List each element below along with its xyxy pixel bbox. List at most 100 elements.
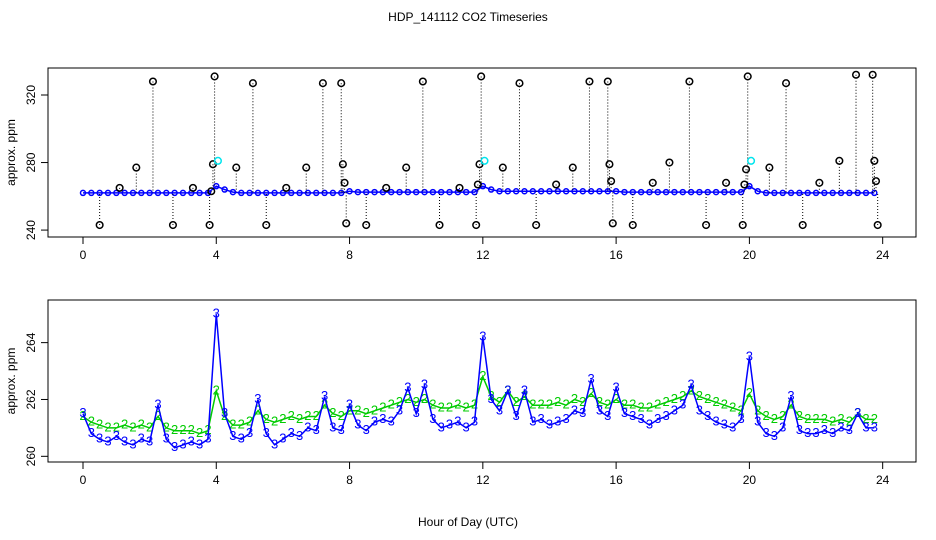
- data-point: [104, 189, 112, 197]
- data-marker: 3: [113, 428, 120, 443]
- data-point: [304, 189, 312, 197]
- data-point: [129, 189, 137, 197]
- x-axis-label: Hour of Day (UTC): [418, 515, 518, 529]
- data-marker: 3: [654, 411, 661, 426]
- data-point: [571, 187, 578, 195]
- data-point: [781, 79, 791, 88]
- data-point: [229, 188, 237, 196]
- data-marker: 2: [629, 397, 636, 412]
- data-point: [477, 72, 486, 81]
- data-point: [621, 188, 628, 196]
- data-marker: 2: [404, 391, 411, 406]
- x-tick-label: 4: [213, 473, 220, 487]
- data-marker: 2: [637, 399, 644, 414]
- data-marker: 3: [163, 431, 170, 446]
- data-point: [329, 189, 337, 197]
- data-point: [382, 183, 391, 192]
- data-marker: 3: [304, 419, 311, 434]
- data-point: [371, 188, 378, 196]
- chart-title: HDP_141112 CO2 Timeseries: [388, 10, 548, 24]
- data-marker: 3: [513, 408, 520, 423]
- data-marker: 2: [363, 405, 370, 420]
- data-marker: 3: [454, 414, 461, 429]
- data-marker: 2: [662, 394, 669, 409]
- data-marker: 3: [829, 425, 836, 440]
- data-marker: 3: [279, 431, 286, 446]
- data-marker: 3: [479, 328, 486, 343]
- data-point: [607, 177, 616, 186]
- data-point: [79, 189, 87, 197]
- data-marker: 3: [796, 422, 803, 437]
- data-point: [455, 183, 464, 192]
- data-point: [562, 187, 570, 195]
- data-point: [504, 187, 512, 195]
- data-point: [796, 189, 803, 197]
- data-marker: 3: [538, 411, 545, 426]
- data-marker: 3: [621, 405, 628, 420]
- data-marker: 3: [229, 428, 236, 443]
- data-point: [418, 77, 427, 86]
- data-marker: 2: [246, 414, 253, 429]
- data-marker: 3: [821, 422, 828, 437]
- data-marker: 2: [113, 419, 120, 434]
- data-point: [462, 188, 470, 196]
- data-point: [196, 189, 203, 197]
- data-marker: 2: [871, 411, 878, 426]
- data-point: [248, 79, 257, 88]
- data-marker: 3: [546, 416, 553, 431]
- data-marker: 2: [338, 408, 345, 423]
- data-marker: 3: [571, 402, 578, 417]
- data-marker: 3: [329, 419, 336, 434]
- y-tick-label: 262: [24, 389, 38, 409]
- data-marker: 3: [263, 425, 270, 440]
- data-marker: 2: [563, 397, 570, 412]
- data-marker: 3: [121, 434, 128, 449]
- data-marker: 3: [596, 402, 603, 417]
- data-point: [168, 220, 178, 230]
- data-point: [765, 163, 774, 172]
- data-marker: 3: [179, 436, 186, 451]
- data-marker: 3: [321, 388, 328, 403]
- data-point: [171, 189, 178, 197]
- data-marker: 2: [754, 402, 761, 417]
- data-marker: 2: [671, 391, 678, 406]
- x-tick-label: 0: [80, 473, 87, 487]
- series-line: [83, 185, 875, 194]
- data-point: [287, 189, 295, 197]
- data-marker: 3: [529, 414, 536, 429]
- y-axis-label: approx. ppm: [4, 348, 18, 415]
- data-point: [163, 189, 170, 197]
- data-marker: 3: [721, 416, 728, 431]
- data-marker: 3: [854, 405, 861, 420]
- data-marker: 3: [746, 348, 753, 363]
- data-point: [179, 189, 187, 197]
- data-marker: 3: [413, 405, 420, 420]
- y-tick-label: 260: [24, 446, 38, 466]
- data-marker: 2: [804, 411, 811, 426]
- data-marker: 3: [154, 397, 161, 412]
- x-tick-label: 16: [609, 473, 623, 487]
- data-point: [132, 163, 141, 172]
- data-marker: 3: [363, 422, 370, 437]
- data-marker: 3: [871, 419, 878, 434]
- data-point: [207, 187, 216, 196]
- data-marker: 3: [471, 414, 478, 429]
- data-marker: 2: [796, 408, 803, 423]
- data-marker: 2: [171, 422, 178, 437]
- data-point: [262, 220, 271, 230]
- plot-frame: [47, 299, 917, 463]
- data-marker: 2: [96, 416, 103, 431]
- data-marker: 3: [296, 428, 303, 443]
- data-point: [835, 156, 844, 165]
- data-marker: 3: [96, 431, 103, 446]
- data-point: [702, 220, 711, 230]
- data-marker: 3: [79, 405, 86, 420]
- data-point: [279, 189, 287, 197]
- data-marker: 3: [146, 434, 153, 449]
- data-marker: 2: [438, 399, 445, 414]
- data-point: [246, 189, 253, 197]
- data-point: [837, 189, 845, 197]
- data-marker: 2: [121, 416, 128, 431]
